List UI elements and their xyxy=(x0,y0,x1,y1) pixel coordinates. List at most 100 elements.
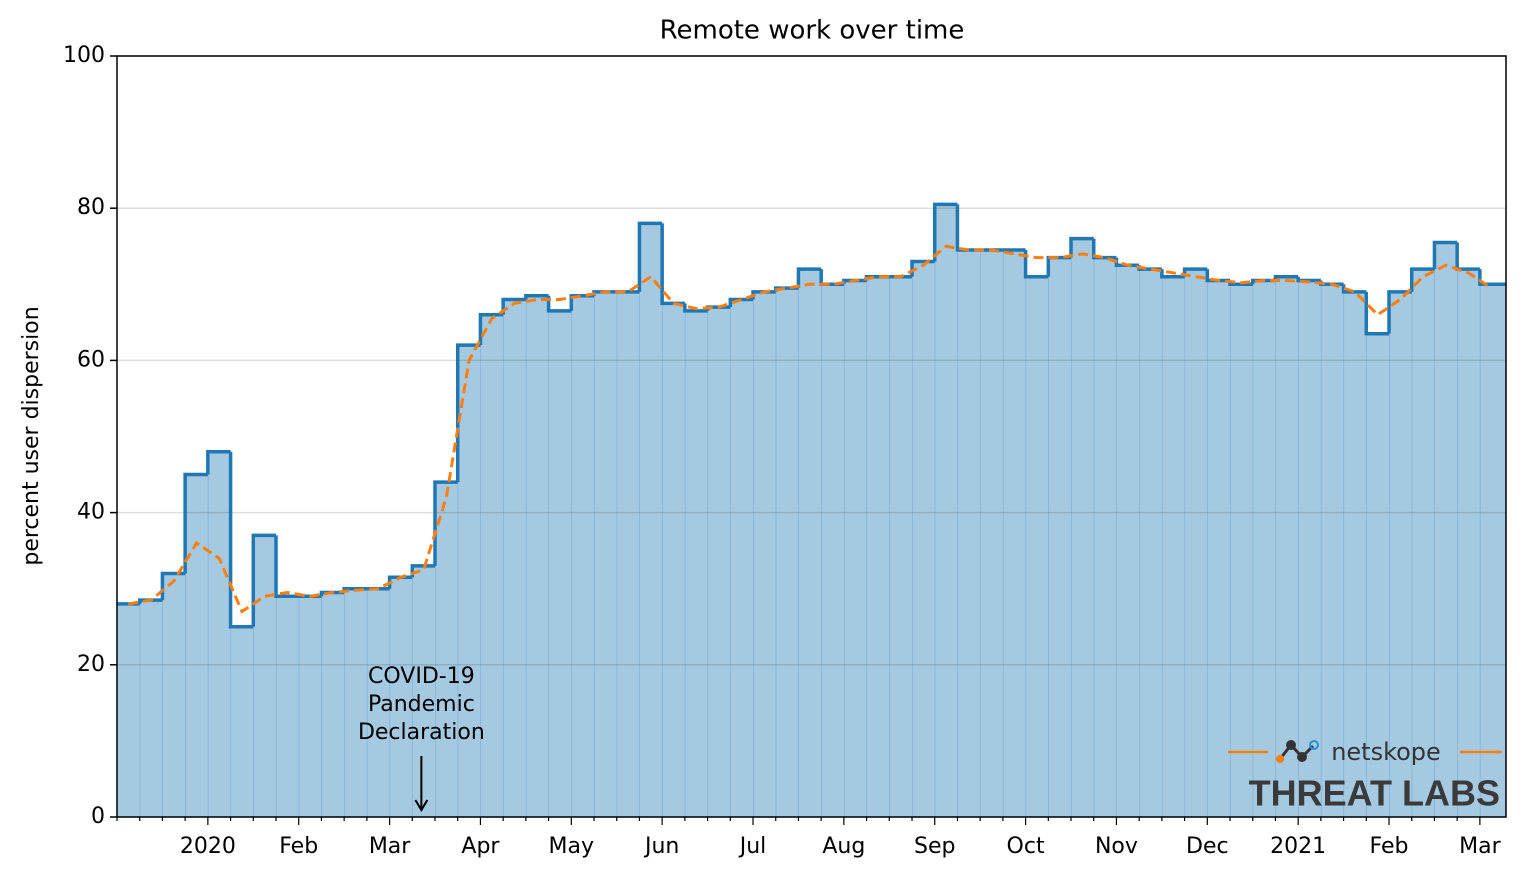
area-step xyxy=(798,269,822,818)
step-line xyxy=(1023,250,1049,279)
area-step xyxy=(616,291,640,817)
y-tick-label: 40 xyxy=(77,500,105,525)
step-line xyxy=(1069,236,1094,258)
step-line xyxy=(1364,291,1390,336)
area-step xyxy=(117,603,141,817)
area-step xyxy=(1048,257,1072,817)
area-step xyxy=(435,482,459,817)
x-tick-label: Aug xyxy=(822,834,865,859)
area-step xyxy=(775,288,799,818)
area-step xyxy=(753,291,777,817)
step-line xyxy=(1409,267,1435,292)
area-step xyxy=(321,592,345,817)
x-tick-label: 2021 xyxy=(1270,834,1326,859)
x-tick-label: May xyxy=(549,834,594,859)
area-step xyxy=(185,474,209,817)
step-line xyxy=(319,590,345,597)
area-step xyxy=(480,314,504,817)
x-tick-label: 2020 xyxy=(180,834,236,859)
area-step xyxy=(889,276,913,817)
y-tick-label: 100 xyxy=(63,43,105,68)
area-step xyxy=(1184,269,1208,818)
x-tick-label: Oct xyxy=(1007,834,1045,859)
area-step xyxy=(1366,333,1390,817)
step-line xyxy=(251,533,277,627)
area-step xyxy=(571,295,595,818)
area-step xyxy=(1434,242,1458,817)
step-line xyxy=(1250,278,1276,285)
area-step xyxy=(912,261,936,818)
area-step xyxy=(1320,284,1345,817)
area-step xyxy=(1161,276,1186,817)
annotation-text: Pandemic xyxy=(368,692,475,717)
x-tick-label: Mar xyxy=(369,834,411,859)
step-line xyxy=(955,204,981,252)
area-step xyxy=(253,535,277,817)
step-line xyxy=(1432,240,1458,270)
area-step xyxy=(389,577,413,817)
step-line xyxy=(478,312,504,346)
area-step xyxy=(934,204,958,817)
plot-frame xyxy=(116,55,1507,818)
chart-title: Remote work over time xyxy=(660,16,965,46)
step-line xyxy=(1160,269,1185,279)
area-step xyxy=(230,626,254,817)
step-line xyxy=(524,293,549,300)
y-tick-label: 80 xyxy=(77,195,105,220)
area-step xyxy=(866,276,890,817)
area-step xyxy=(1298,280,1322,817)
area-step xyxy=(980,250,1004,817)
area-step xyxy=(162,573,186,817)
area-step xyxy=(957,250,981,817)
area-step xyxy=(1230,284,1254,817)
step-line xyxy=(1455,242,1480,271)
step-line xyxy=(728,297,754,308)
area-step xyxy=(707,307,731,817)
area-step xyxy=(684,310,709,817)
x-tick-label: Feb xyxy=(1370,834,1409,859)
step-line xyxy=(1387,290,1412,334)
step-line xyxy=(683,303,708,313)
area-step xyxy=(1343,291,1367,817)
logo-icon xyxy=(1276,740,1319,763)
step-line xyxy=(1341,284,1367,294)
step-line xyxy=(228,451,254,629)
step-line xyxy=(1296,276,1321,283)
y-axis-label: percent user dispersion xyxy=(19,306,44,565)
logo-tagline: THREAT LABS xyxy=(1249,773,1500,814)
area-step xyxy=(457,345,481,817)
step-line xyxy=(274,535,299,599)
area-step xyxy=(503,299,527,817)
annotation-text: COVID-19 xyxy=(368,664,475,689)
area-step xyxy=(1252,280,1276,817)
y-tick-label: 60 xyxy=(77,347,105,372)
x-tick-label: Jul xyxy=(738,834,767,859)
area-step xyxy=(548,310,572,817)
area-step xyxy=(366,588,391,817)
x-tick-label: Apr xyxy=(461,834,500,859)
step-line xyxy=(796,267,822,289)
area-step xyxy=(730,299,754,817)
y-tick-label: 20 xyxy=(77,652,105,677)
step-line xyxy=(206,449,231,475)
step-line xyxy=(183,472,208,574)
area-step xyxy=(662,303,686,817)
area-step xyxy=(843,280,868,817)
area-step xyxy=(1207,280,1231,817)
area-step xyxy=(1389,291,1413,817)
area-step xyxy=(594,291,618,817)
step-line xyxy=(137,598,163,604)
step-line xyxy=(932,202,958,262)
step-line xyxy=(660,223,685,306)
area-step xyxy=(344,588,368,817)
logo-brand: netskope xyxy=(1331,738,1441,766)
area-step xyxy=(1116,265,1140,817)
x-tick-label: Sep xyxy=(914,834,955,859)
area-step xyxy=(276,596,300,817)
area-step xyxy=(525,295,550,818)
step-line xyxy=(637,221,663,292)
area-step xyxy=(639,223,663,818)
x-tick-label: Dec xyxy=(1186,834,1229,859)
x-tick-label: Mar xyxy=(1459,834,1501,859)
